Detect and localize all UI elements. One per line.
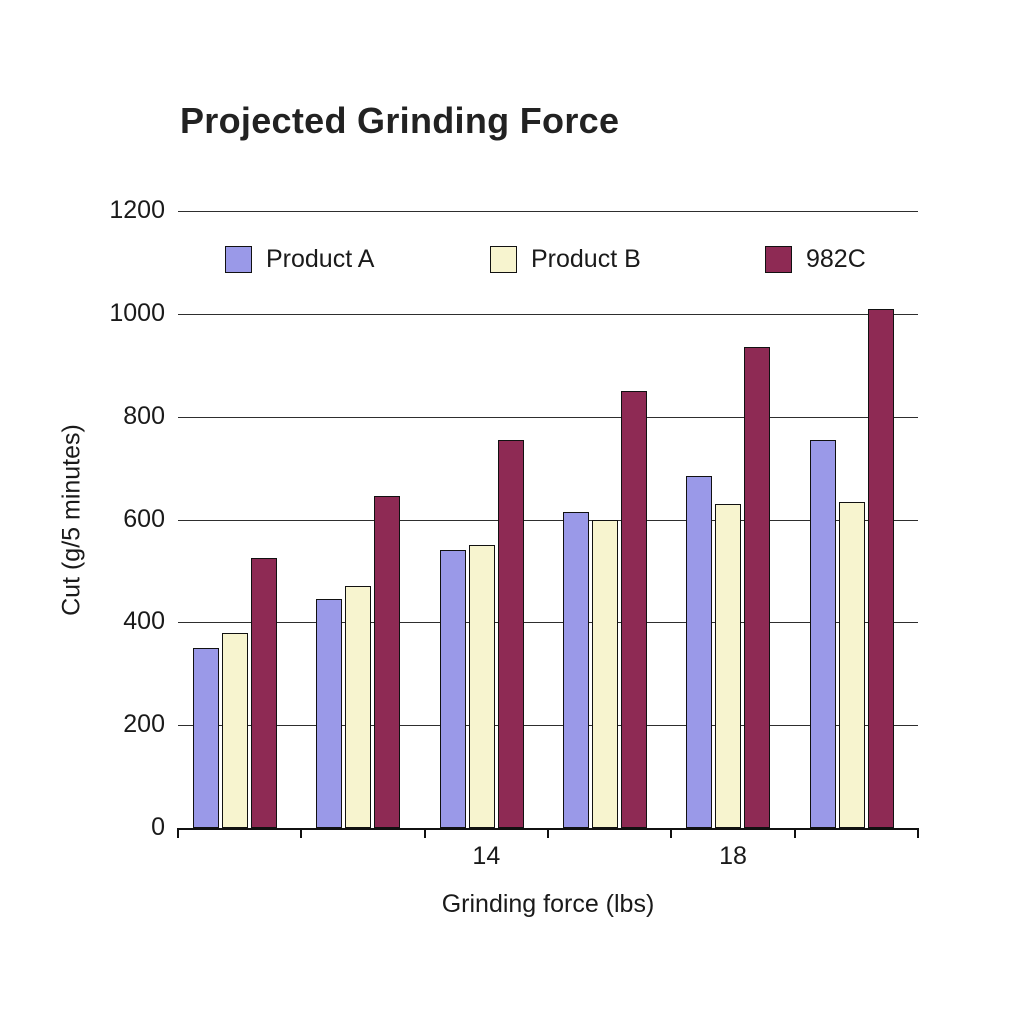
x-tick-mark [917, 828, 919, 838]
bar-982c [621, 390, 647, 828]
gridline [178, 313, 918, 315]
legend-item: Product B [490, 245, 641, 274]
gridline [178, 416, 918, 418]
bar-product-b [222, 632, 248, 828]
legend-swatch [765, 246, 792, 273]
y-tick-label: 800 [123, 401, 165, 430]
x-tick-label: 14 [472, 842, 501, 870]
y-tick-label: 1000 [109, 298, 165, 327]
bar-982c [374, 496, 401, 828]
y-axis-labels: 0 200 400 600 800 1000 1200 [60, 196, 165, 841]
bar-product-a [439, 550, 466, 828]
bar-982c [497, 439, 524, 828]
x-tick-mark [300, 828, 303, 838]
bar-982c [251, 558, 277, 828]
legend-item: 982C [765, 245, 866, 274]
bar-product-b [838, 501, 865, 828]
bar-product-b [715, 504, 742, 828]
gridline [178, 519, 918, 521]
gridline [178, 725, 918, 727]
x-tick-mark [670, 828, 673, 838]
bar-product-a [193, 648, 219, 828]
y-tick-label: 400 [123, 607, 165, 636]
bar-product-a [809, 439, 836, 828]
x-axis-title: Grinding force (lbs) [441, 890, 655, 918]
bar-product-a [686, 475, 713, 828]
gridline [178, 622, 918, 624]
x-tick-mark [793, 828, 796, 838]
bar-product-b [345, 586, 372, 828]
bar-product-b [592, 519, 618, 828]
bar-product-a [563, 511, 589, 828]
legend-label: Product B [531, 245, 641, 273]
chart-title: Projected Grinding Force [180, 100, 620, 141]
legend-swatch [225, 246, 252, 273]
bar-product-a [316, 599, 343, 828]
x-tick-label: 18 [719, 842, 747, 870]
legend-label: 982C [806, 245, 866, 273]
x-tick-mark [423, 828, 426, 838]
bar-982c [867, 308, 894, 828]
gridline [178, 211, 918, 212]
bar-982c [744, 347, 771, 828]
x-tick-mark [177, 828, 179, 838]
legend-item: Product A [225, 245, 374, 274]
y-tick-label: 0 [151, 812, 165, 841]
y-tick-label: 200 [123, 710, 165, 739]
plot-area: 14 18 Product A Product B 982C [177, 211, 919, 870]
legend-swatch [490, 246, 517, 273]
bar-product-b [468, 545, 495, 828]
x-tick-mark [547, 828, 549, 838]
legend-label: Product A [266, 245, 375, 273]
y-tick-label: 1200 [109, 195, 165, 224]
y-tick-label: 600 [123, 504, 165, 533]
